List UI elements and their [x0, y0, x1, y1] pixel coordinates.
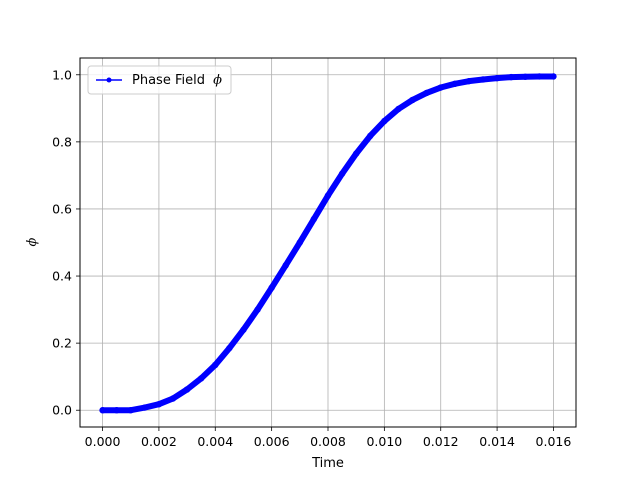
data-point — [395, 105, 402, 113]
data-point — [536, 73, 543, 80]
legend-entry-name: Phase Field — [132, 73, 205, 88]
y-tick-label: 0.6 — [52, 201, 72, 216]
grid — [80, 58, 576, 427]
x-tick-label: 0.000 — [85, 434, 121, 449]
data-point — [338, 170, 346, 177]
series-layer — [99, 73, 557, 414]
data-point — [409, 96, 416, 104]
data-point — [465, 77, 473, 85]
legend: Phase Field ϕ — [87, 65, 232, 95]
x-tick-label: 0.008 — [310, 434, 346, 449]
data-point — [254, 306, 261, 313]
data-point — [127, 407, 134, 414]
data-point — [155, 400, 163, 408]
y-tick-label: 0.2 — [52, 336, 72, 351]
x-tick-label: 0.004 — [197, 434, 233, 449]
data-point — [141, 404, 149, 411]
x-axis-ticks: 0.000 0.002 0.004 0.006 0.008 0.010 0.012 0.014… — [85, 427, 572, 449]
data-point — [367, 132, 374, 140]
data-point — [169, 395, 177, 402]
data-point — [99, 407, 106, 414]
data-point — [268, 284, 275, 291]
x-tick-label: 0.010 — [366, 434, 402, 449]
data-point — [550, 73, 557, 80]
data-point — [282, 262, 289, 269]
y-tick-label: 0.8 — [52, 134, 72, 149]
y-tick-label: 0.4 — [52, 269, 72, 284]
data-point — [437, 84, 444, 91]
x-tick-label: 0.002 — [141, 434, 177, 449]
data-point — [451, 80, 459, 88]
data-point — [197, 375, 205, 382]
legend-entry: Phase Field ϕ — [132, 73, 222, 88]
data-point — [226, 344, 233, 352]
data-point — [183, 386, 191, 393]
x-tick-label: 0.006 — [254, 434, 290, 449]
x-tick-label: 0.016 — [536, 434, 572, 449]
legend-marker-sample — [106, 77, 112, 83]
y-axis-ticks: 0.0 0.2 0.4 0.6 0.8 1.0 — [52, 67, 80, 418]
data-point — [507, 73, 515, 81]
data-point — [423, 89, 430, 97]
x-tick-label: 0.014 — [479, 434, 515, 449]
y-axis-label: ϕ — [25, 237, 40, 246]
data-point — [352, 150, 360, 157]
y-tick-label: 1.0 — [52, 67, 72, 82]
y-tick-label: 0.0 — [52, 403, 72, 418]
x-axis-label: Time — [311, 456, 344, 471]
legend-entry-symbol: ϕ — [213, 73, 222, 88]
data-point — [113, 407, 120, 414]
data-point — [493, 74, 501, 82]
data-point — [212, 361, 219, 369]
x-tick-label: 0.012 — [423, 434, 459, 449]
data-point — [479, 76, 487, 83]
data-point — [381, 117, 388, 125]
legend-box — [87, 65, 232, 95]
data-point — [324, 192, 332, 199]
data-point — [240, 326, 247, 333]
data-point — [310, 215, 318, 223]
data-point — [296, 239, 304, 246]
data-point — [522, 73, 529, 80]
